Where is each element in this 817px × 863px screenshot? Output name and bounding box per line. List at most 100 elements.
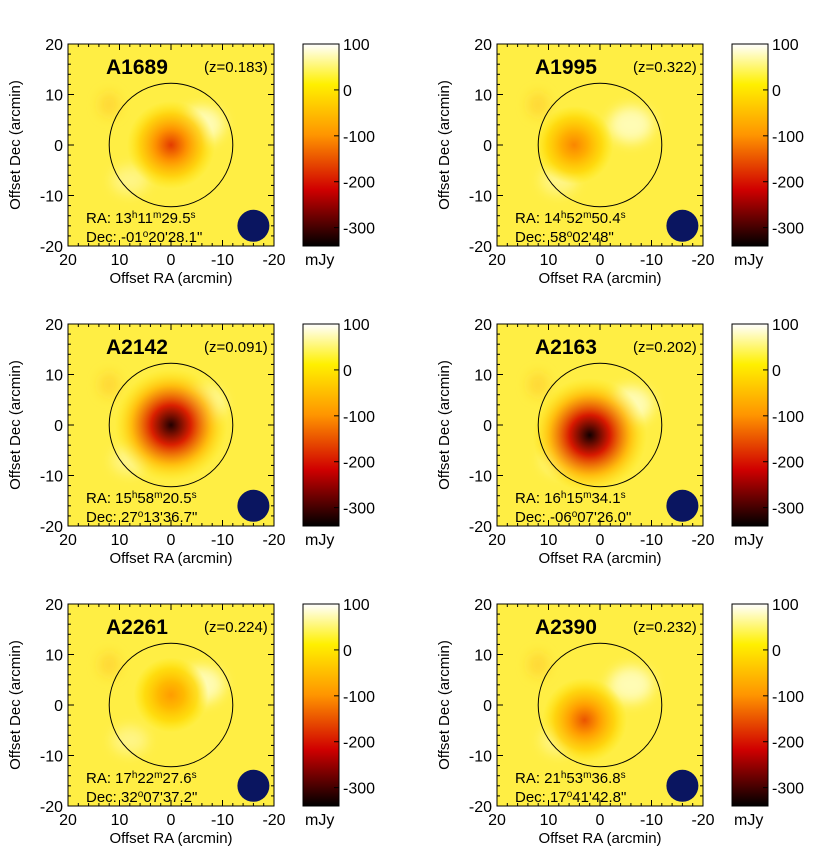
dec-degrees: Dec: 17 (515, 789, 567, 806)
redshift-label: (z=0.322) (633, 59, 697, 76)
sz-decrement (114, 368, 228, 482)
colorbar-tick-label: -300 (772, 781, 804, 798)
unit-superscript: s (191, 210, 196, 221)
dec-arcmin-arcsec: 20'28.1" (148, 229, 202, 246)
y-tick-label: -10 (469, 469, 492, 486)
x-tick-label: 10 (540, 532, 558, 549)
cluster-name: A2390 (535, 616, 597, 639)
y-tick-label: -20 (40, 799, 63, 816)
ticks (67, 323, 275, 527)
y-tick-label: 0 (54, 418, 63, 435)
ra-value: RA: 16 (515, 490, 561, 507)
x-tick-label: -20 (262, 532, 285, 549)
y-axis-title: Offset Dec (arcmin) (436, 360, 453, 490)
unit-superscript: h (132, 770, 138, 781)
ra-value: 22 (137, 770, 154, 787)
colorbar-tick-label: -300 (343, 781, 375, 798)
y-tick-label: -10 (469, 749, 492, 766)
colorbar-tick-label: 0 (343, 363, 352, 380)
x-axis-title: Offset RA (arcmin) (538, 550, 661, 567)
ra-value: RA: 15 (86, 490, 132, 507)
ticks (496, 43, 704, 247)
redshift-label: (z=0.183) (204, 59, 268, 76)
colorbar-tick-label: -200 (343, 455, 375, 472)
unit-superscript: s (192, 770, 197, 781)
colorbar (302, 603, 340, 807)
unit-superscript: h (561, 770, 567, 781)
degree-symbol: o (138, 789, 144, 800)
sz-decrement (127, 101, 215, 189)
colorbar-tick-label: 100 (343, 317, 370, 334)
x-tick-label: -20 (262, 812, 285, 829)
unit-superscript: h (132, 210, 138, 221)
unit-superscript: m (583, 770, 591, 781)
ra-label: RA: 15h58m20.5s (86, 490, 197, 508)
field-circle (537, 642, 663, 768)
y-axis-title: Offset Dec (arcmin) (436, 80, 453, 210)
x-tick-label: 0 (596, 812, 605, 829)
sz-decrement (532, 377, 647, 493)
field-circle (537, 362, 663, 488)
colorbar (731, 43, 769, 247)
negative-lobe (99, 652, 120, 677)
y-tick-label: -20 (40, 239, 63, 256)
unit-superscript: m (583, 490, 591, 501)
colorbar-tick-label: 100 (343, 37, 370, 54)
dec-arcmin-arcsec: 07'37.2" (143, 789, 197, 806)
colorbar-tick-label: -300 (772, 501, 804, 518)
y-tick-label: -10 (469, 189, 492, 206)
unit-superscript: m (154, 770, 162, 781)
colorbar-tick-label: -300 (772, 221, 804, 238)
x-tick-label: 20 (59, 812, 77, 829)
colorbar (731, 323, 769, 527)
negative-lobe (99, 372, 120, 397)
colorbar-tick-label: 0 (343, 643, 352, 660)
dec-arcmin-arcsec: 02'48" (572, 229, 614, 246)
y-tick-label: -20 (469, 239, 492, 256)
dec-degrees: Dec: -01 (86, 229, 143, 246)
ra-value: 20.5 (162, 490, 191, 507)
y-tick-label: -20 (469, 799, 492, 816)
ticks (67, 603, 275, 807)
colorbar-tick-label: 100 (772, 317, 799, 334)
y-tick-label: -20 (40, 519, 63, 536)
colorbar-unit: mJy (305, 532, 334, 549)
unit-superscript: m (154, 490, 162, 501)
dec-degrees: Dec: -06 (515, 509, 572, 526)
ra-value: RA: 17 (86, 770, 132, 787)
unit-superscript: h (561, 490, 567, 501)
unit-superscript: s (621, 490, 626, 501)
colorbar-tick-label: 100 (772, 597, 799, 614)
ra-label: RA: 17h22m27.6s (86, 770, 197, 788)
x-axis-title: Offset RA (arcmin) (109, 270, 232, 287)
unit-superscript: m (583, 210, 591, 221)
y-tick-label: 0 (483, 698, 492, 715)
ra-value: 53 (566, 770, 583, 787)
colorbar-tick-label: -200 (772, 735, 804, 752)
sz-map (99, 642, 270, 802)
cluster-name: A2163 (535, 336, 597, 359)
x-tick-label: 0 (167, 252, 176, 269)
sz-decrement (535, 105, 614, 185)
x-tick-label: 20 (59, 252, 77, 269)
colorbar-tick-label: -100 (343, 129, 375, 146)
dec-label: Dec: 58o02'48" (515, 229, 614, 247)
negative-lobe (528, 372, 549, 397)
x-tick-label: 10 (111, 532, 129, 549)
colorbar-tick-label: 100 (343, 597, 370, 614)
dec-label: Dec: 17o41'42.8" (515, 789, 626, 807)
colorbar (731, 603, 769, 807)
y-tick-label: 10 (45, 88, 63, 105)
ticks (67, 43, 275, 247)
ra-value: 36.8 (591, 770, 620, 787)
negative-lobe (528, 652, 549, 677)
dec-label: Dec: -06o07'26.0" (515, 509, 631, 527)
dec-degrees: Dec: 58 (515, 229, 567, 246)
beam-ellipse (237, 209, 270, 242)
redshift-label: (z=0.202) (633, 339, 697, 356)
colorbar-tick-label: -300 (343, 501, 375, 518)
ra-value: 52 (566, 210, 583, 227)
colorbar-tick-label: -100 (343, 689, 375, 706)
